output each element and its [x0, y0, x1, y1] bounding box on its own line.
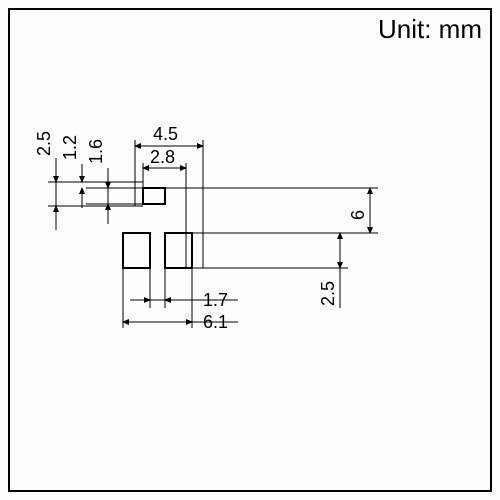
dim-1-2: 1.2: [60, 135, 80, 160]
dim-left-2-5: 2.5: [34, 131, 54, 156]
dim-2-8: 2.8: [150, 147, 175, 167]
technical-drawing: 4.5 2.8 2.5 1.2 1.6 6 2.5 1.7 6.1: [8, 8, 492, 492]
left-pad: [123, 233, 150, 268]
dim-6: 6: [348, 210, 368, 220]
top-pad: [143, 188, 165, 204]
dim-1-6: 1.6: [86, 139, 106, 164]
dim-right-2-5: 2.5: [318, 281, 338, 306]
dim-4-5: 4.5: [153, 124, 178, 144]
right-pad: [165, 233, 192, 268]
